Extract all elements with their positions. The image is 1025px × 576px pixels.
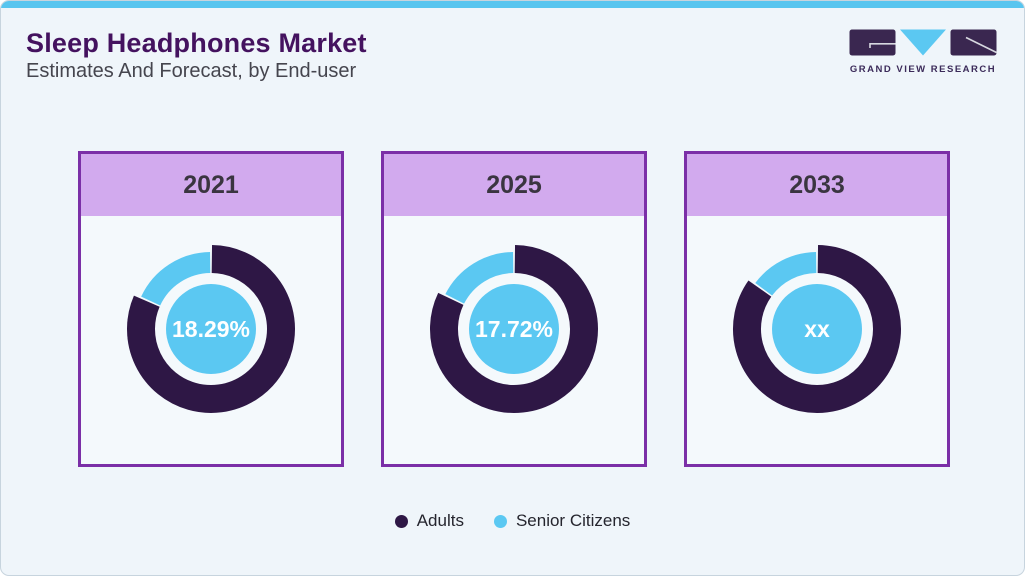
donut-center-value: xx [804, 316, 830, 342]
page-subtitle: Estimates And Forecast, by End-user [26, 60, 357, 82]
legend-item-senior-citizens: Senior Citizens [493, 511, 631, 531]
grand-view-research-logo: GRAND VIEW RESEARCH [849, 29, 997, 75]
panel-2033-header: 2033 [687, 154, 947, 216]
donut-center-value: 17.72% [475, 316, 553, 342]
legend-label: Senior Citizens [515, 511, 631, 530]
panel-2025-header: 2025 [384, 154, 644, 216]
top-accent-bar [1, 1, 1024, 8]
panel-2021-header: 2021 [81, 154, 341, 216]
legend-item-adults: Adults [394, 511, 464, 531]
donut-center-circle [469, 284, 559, 374]
donut-chart-2021: 18.29% [127, 245, 295, 413]
legend-label: Adults [416, 511, 464, 530]
donut-segment-adults [430, 245, 598, 413]
donut-chart-2025: 17.72% [430, 245, 598, 413]
panel-year-label: 2021 [183, 170, 239, 199]
panel-year-label: 2025 [486, 170, 542, 199]
donut-segment-senior-citizens [755, 252, 817, 296]
gvr-logo-icon [849, 29, 997, 56]
panel-year-label: 2033 [789, 170, 845, 199]
donut-center-circle [166, 284, 256, 374]
panel-2021-body: 18.29% [81, 216, 341, 464]
legend: Adults Senior Citizens [1, 511, 1024, 531]
donut-center-value: 18.29% [172, 316, 250, 342]
donut-segment-senior-citizens [141, 252, 211, 306]
donut-chart-2033: xx [733, 245, 901, 413]
panel-2021: 2021 18.29% [78, 151, 344, 467]
panel-2033-body: xx [687, 216, 947, 464]
logo-wordmark: GRAND VIEW RESEARCH [849, 64, 997, 75]
adults-color-dot [394, 514, 408, 528]
page-title: Sleep Headphones Market [26, 28, 367, 58]
donut-segment-adults [127, 245, 295, 413]
panel-2033: 2033 xx [684, 151, 950, 467]
panel-2025: 2025 17.72% [381, 151, 647, 467]
senior-citizens-color-dot [493, 514, 507, 528]
donut-center-circle [772, 284, 862, 374]
donut-segment-senior-citizens [445, 252, 514, 305]
panel-2025-body: 17.72% [384, 216, 644, 464]
donut-segment-adults [733, 245, 901, 413]
